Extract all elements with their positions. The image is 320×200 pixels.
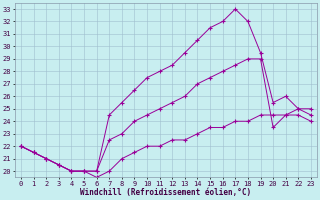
X-axis label: Windchill (Refroidissement éolien,°C): Windchill (Refroidissement éolien,°C) <box>80 188 252 197</box>
